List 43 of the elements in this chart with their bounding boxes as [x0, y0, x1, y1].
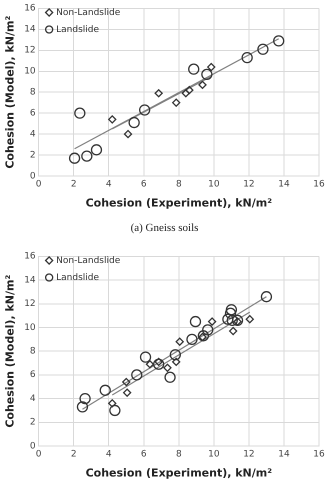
x-tick-label: 4	[106, 180, 112, 190]
x-axis-title: Cohesion (Experiment), kN/m²	[86, 466, 272, 480]
x-tick-label: 8	[176, 180, 182, 190]
y-tick-label: 0	[30, 441, 36, 452]
x-tick-label: 8	[176, 450, 182, 460]
x-tick-label: 12	[243, 450, 255, 460]
x-tick-label: 16	[313, 450, 325, 460]
x-tick-label: 2	[70, 180, 77, 190]
y-tick-label: 6	[30, 108, 36, 118]
x-axis-title: Cohesion (Experiment), kN/m²	[86, 196, 272, 210]
y-axis-title: Cohesion (Model), kN/m²	[3, 16, 16, 169]
x-tick-label: 6	[140, 180, 147, 190]
y-tick-label: 14	[24, 24, 36, 35]
x-tick-label: 14	[278, 450, 290, 460]
x-tick-label: 4	[106, 450, 112, 460]
y-tick-label: 16	[24, 4, 36, 14]
legend-label: Non-Landslide	[56, 256, 121, 266]
y-tick-label: 10	[24, 322, 36, 333]
x-tick-label: 16	[313, 180, 325, 190]
y-tick-label: 0	[30, 171, 36, 182]
legend-label: Landslide	[56, 272, 100, 283]
y-tick-label: 6	[30, 370, 36, 380]
x-tick-label: 2	[70, 450, 77, 460]
x-tick-label: 10	[208, 450, 220, 460]
legend-label: Landslide	[56, 24, 100, 35]
y-tick-label: 12	[24, 46, 36, 56]
text: (a) Gneiss soils	[130, 221, 200, 236]
x-tick-label: 10	[208, 180, 220, 190]
y-axis-title: Cohesion (Model), kN/m²	[3, 274, 16, 428]
y-tick-label: 16	[24, 252, 36, 262]
y-tick-label: 12	[24, 299, 36, 310]
y-tick-label: 14	[24, 275, 36, 286]
y-tick-label: 8	[30, 346, 36, 357]
y-tick-label: 10	[24, 66, 36, 77]
y-tick-label: 4	[30, 129, 36, 140]
y-tick-label: 8	[30, 88, 36, 98]
y-tick-label: 4	[30, 394, 36, 404]
legend-label: Non-Landslide	[56, 8, 121, 18]
x-tick-label: 6	[140, 450, 147, 460]
y-tick-label: 2	[30, 150, 36, 160]
x-tick-label: 12	[243, 180, 255, 190]
y-tick-label: 2	[30, 418, 36, 428]
x-tick-label: 14	[278, 180, 290, 190]
